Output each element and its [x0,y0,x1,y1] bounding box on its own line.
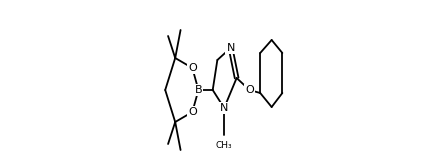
Text: B: B [194,85,202,95]
Text: CH₃: CH₃ [216,141,233,150]
Text: N: N [220,103,228,113]
Text: O: O [245,85,254,95]
Text: O: O [188,63,197,73]
Text: N: N [227,43,235,53]
Text: O: O [188,107,197,117]
